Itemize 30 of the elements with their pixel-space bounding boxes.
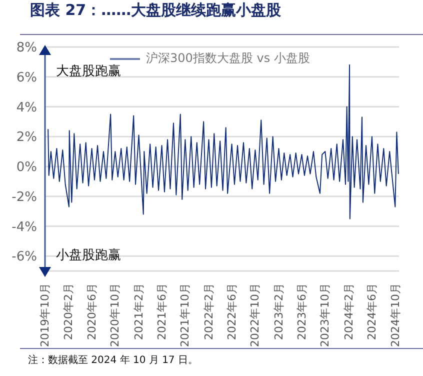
- y-tick-label: 4%: [16, 100, 37, 116]
- x-tick-label: 2020年2月: [62, 283, 76, 340]
- y-tick-label: -6%: [12, 250, 37, 265]
- x-tick-label: 2023年2月: [272, 283, 286, 340]
- x-tick-label: 2024年10月: [388, 283, 402, 347]
- x-tick-label: 2023年10月: [318, 283, 332, 347]
- x-tick-label: 2020年6月: [85, 283, 98, 340]
- chart-title: 图表 27：……大盘股继续跑赢小盘股: [30, 1, 282, 20]
- x-tick-label: 2022年6月: [225, 283, 238, 340]
- x-tick-label: 2022年10月: [248, 283, 262, 347]
- y-tick-label: 0%: [16, 160, 37, 176]
- x-tick-label: 2021年2月: [132, 283, 146, 340]
- y-tick-label: -4%: [12, 220, 37, 235]
- y-tick-label: 6%: [16, 70, 37, 86]
- x-tick-label: 2019年10月: [38, 283, 52, 347]
- text: 注：数据截至 2024 年 10 月 17 日。: [28, 354, 198, 367]
- x-tick-label: 2023年6月: [295, 283, 308, 340]
- x-tick-label: 2022年2月: [202, 283, 216, 340]
- x-tick-label: 2021年6月: [155, 283, 168, 340]
- y-tick-label: 8%: [16, 40, 37, 56]
- x-tick-label: 2024年6月: [365, 283, 378, 340]
- legend-label: 沪深300指数大盘股 vs 小盘股: [146, 50, 310, 67]
- annotation: 大盘股跑赢: [56, 63, 121, 80]
- x-tick-label: 2021年10月: [178, 283, 192, 347]
- x-tick-label: 2024年2月: [342, 283, 356, 340]
- y-tick-label: 2%: [16, 130, 37, 146]
- annotation: 小盘股跑赢: [56, 247, 121, 264]
- line-series: [48, 64, 399, 220]
- x-tick-label: 2020年10月: [108, 283, 122, 347]
- y-tick-label: -2%: [12, 190, 37, 205]
